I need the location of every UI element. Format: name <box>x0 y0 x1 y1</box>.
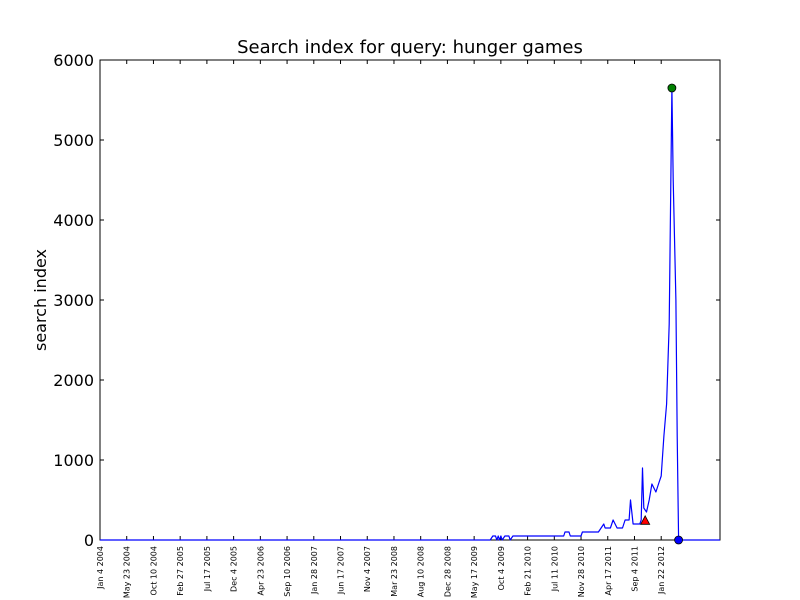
series-line <box>100 87 720 541</box>
x-tick-label: Oct 10 2004 <box>149 546 158 595</box>
y-axis-label: search index <box>31 249 50 351</box>
x-tick-label: Jan 28 2007 <box>310 546 319 595</box>
y-tick-label: 5000 <box>53 131 94 150</box>
x-tick-label: Jul 17 2005 <box>203 546 212 592</box>
x-tick-label: Jul 11 2010 <box>550 546 559 592</box>
x-tick-label: Apr 23 2006 <box>256 546 265 595</box>
x-tick-label: Jan 4 2004 <box>96 546 105 590</box>
end-marker-circle <box>674 535 683 545</box>
x-tick-label: Sep 4 2011 <box>630 546 639 592</box>
x-tick-label: Apr 17 2011 <box>604 546 613 595</box>
x-tick-label: Dec 28 2008 <box>443 546 452 597</box>
y-tick-label: 1000 <box>53 451 94 470</box>
x-tick-label: Sep 10 2006 <box>283 546 292 597</box>
peak-marker-circle <box>667 83 677 93</box>
y-tick-label: 4000 <box>53 211 94 230</box>
x-tick-label: May 23 2004 <box>123 546 132 598</box>
x-tick-label: Mar 23 2008 <box>390 546 399 597</box>
x-tick-label: Nov 4 2007 <box>363 546 372 592</box>
plot-area: 0 1000 2000 3000 4000 5000 6000 Jan 4 2004 May 2… <box>53 51 721 598</box>
y-tick-label: 0 <box>84 531 94 550</box>
x-tick-label: Oct 4 2009 <box>497 546 506 590</box>
x-tick-label: May 17 2009 <box>470 546 479 598</box>
y-tick-label: 2000 <box>53 371 94 390</box>
x-tick-label: Nov 28 2010 <box>577 546 586 597</box>
y-tick-label: 6000 <box>53 51 94 70</box>
x-tick-label: Jan 22 2012 <box>657 546 666 595</box>
x-tick-label: Aug 10 2008 <box>417 546 426 597</box>
y-tick-label: 3000 <box>53 291 94 310</box>
x-tick-label: Feb 21 2010 <box>524 546 533 596</box>
start-marker-triangle <box>640 514 651 525</box>
x-tick-label: Dec 4 2005 <box>230 546 239 592</box>
plot-frame <box>99 59 721 541</box>
x-tick-label: Feb 27 2005 <box>176 546 185 596</box>
x-tick-label: Jun 17 2007 <box>337 546 346 595</box>
chart-title: Search index for query: hunger games <box>237 37 583 58</box>
